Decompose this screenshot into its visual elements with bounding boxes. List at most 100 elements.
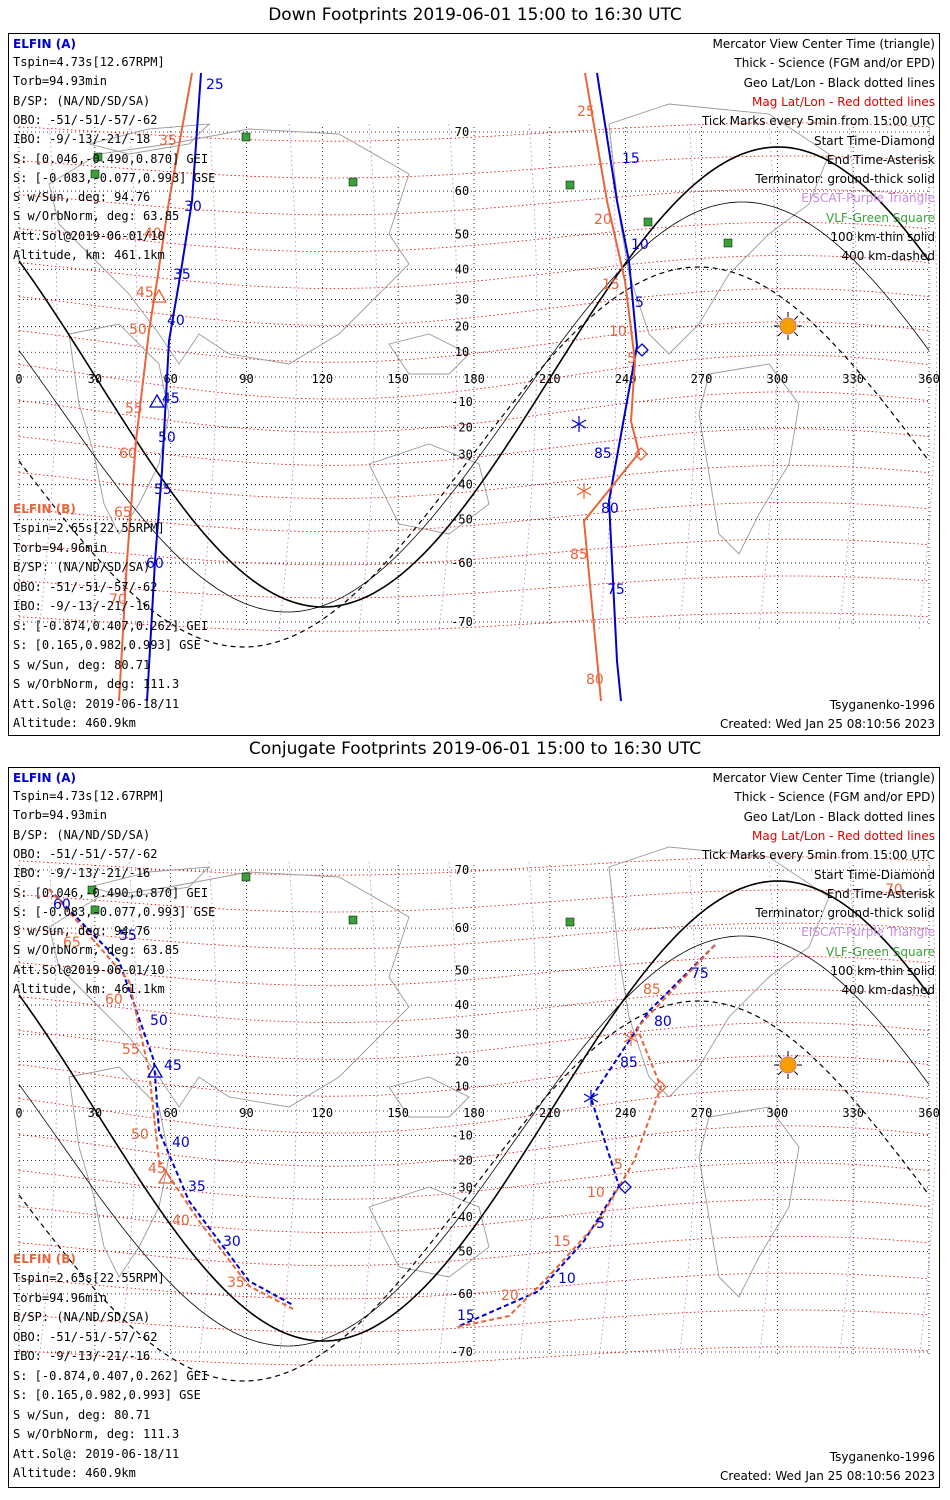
- down-map: 0 30 60 90 120 150 180 210 240 270 300 330 360706050…: [15, 72, 939, 702]
- lon-tick-label: 0: [15, 1106, 22, 1120]
- start-diamond-b: [653, 1080, 667, 1094]
- legend-line: Start Time-Diamond: [813, 867, 935, 882]
- mag-lon-line: [838, 123, 858, 631]
- mag-lat-line: [18, 1162, 930, 1200]
- lat-tick-label: -40: [451, 478, 473, 492]
- lon-tick-label: 360: [918, 1106, 939, 1120]
- elfin-b-info-line: OBO: -51/-51/-57/-62: [13, 1329, 158, 1344]
- down-title: Down Footprints 2019-06-01 15:00 to 16:3…: [268, 5, 682, 25]
- mag-lon-line: [198, 861, 218, 1361]
- mag-lon-line: [918, 861, 938, 1361]
- lon-tick-label: 240: [615, 1106, 637, 1120]
- mag-lat-line: [18, 575, 930, 599]
- sun-ray: [777, 315, 782, 320]
- end-asterisk-a: [583, 1090, 599, 1106]
- elfin-b-info-line: Tspin=2.65s[22.55RPM]: [13, 1271, 165, 1285]
- mag-lon-line: [438, 861, 458, 1361]
- coastline-shape: [608, 103, 830, 355]
- lat-tick-label: -30: [451, 1180, 473, 1194]
- elfin-b-info-line: Att.Sol@: 2019-06-18/11: [13, 1446, 180, 1461]
- lon-tick-label: 150: [387, 372, 409, 386]
- mag-lon-line: [118, 861, 138, 1361]
- lon-tick-label: 90: [239, 372, 253, 386]
- track-time-label: 60: [105, 992, 123, 1008]
- track-time-label: 45: [162, 391, 180, 407]
- lon-tick-label: 180: [463, 1106, 485, 1120]
- terminator-100km-line: [18, 935, 930, 1347]
- coastline-shape: [88, 866, 211, 898]
- lat-tick-label: -10: [451, 1128, 473, 1142]
- elfin-a-info-line: S w/Sun, deg: 94.76: [13, 190, 151, 205]
- mag-lon-line: [758, 123, 778, 631]
- lat-tick-label: 40: [455, 998, 469, 1012]
- lon-tick-label: 120: [311, 372, 333, 386]
- mag-lon-line: [518, 123, 538, 631]
- elfin-b-info-line: Torb=94.96min: [13, 1290, 107, 1305]
- lat-tick-label: -50: [451, 513, 473, 527]
- elfin-a-header: ELFIN (A): [13, 37, 76, 51]
- track-time-label: 55: [154, 482, 172, 498]
- track-time-label: 5: [635, 295, 644, 311]
- mag-lon-line: [198, 123, 218, 631]
- mag-lon-line: [38, 123, 58, 631]
- track-time-label: 25: [206, 77, 224, 93]
- coastline-shape: [368, 443, 490, 535]
- sun-ray: [777, 1071, 782, 1076]
- vlf-green-square: [90, 905, 100, 915]
- terminator-ground-line: [18, 880, 930, 1342]
- lat-tick-label: 50: [455, 964, 469, 978]
- coastline-shape: [88, 123, 211, 155]
- coastline-shape: [368, 1186, 490, 1278]
- mag-lat-line: [18, 1199, 930, 1233]
- vlf-green-square: [723, 238, 733, 248]
- vlf-green-square: [241, 132, 251, 142]
- mag-lat-line: [18, 1309, 930, 1333]
- mag-lon-line: [838, 861, 858, 1361]
- elfin-a-info-line: Tspin=4.73s[12.67RPM]: [13, 789, 165, 803]
- lon-tick-label: 360: [918, 372, 939, 386]
- sun-ray: [777, 1054, 782, 1059]
- track-time-label: 55: [119, 928, 137, 944]
- mag-lat-line: [18, 889, 930, 913]
- legend-line: Mag Lat/Lon - Red dotted lines: [751, 94, 935, 109]
- terminator-100km-line: [18, 201, 930, 613]
- mag-lon-line: [518, 861, 538, 1361]
- terminator: [18, 880, 930, 1382]
- mag-lat-line: [18, 1272, 930, 1300]
- elfin-b-info-line: Att.Sol@: 2019-06-18/11: [13, 696, 180, 711]
- elfin-b-info-line: S: [-0.874,0.407,0.262] GEI: [13, 618, 209, 633]
- mag-lon-line: [678, 861, 698, 1361]
- track-time-label: 45: [136, 285, 154, 301]
- elfin-a-info-line: S w/OrbNorm, deg: 63.85: [13, 209, 180, 224]
- vlf-green-square: [643, 217, 653, 227]
- legend-line: Mag Lat/Lon - Red dotted lines: [751, 828, 935, 843]
- track-time-label: 35: [188, 1179, 206, 1195]
- legend-line: Mercator View Center Time (triangle): [712, 771, 935, 785]
- lon-tick-label: 60: [163, 372, 177, 386]
- coastline-shape: [388, 333, 470, 375]
- track-time-label: 50: [158, 430, 176, 446]
- mag-lat-line: [18, 538, 930, 566]
- lon-tick-label: 210: [539, 372, 561, 386]
- lon-tick-label: 300: [766, 372, 788, 386]
- lat-tick-label: -10: [451, 395, 473, 409]
- legend-line: Geo Lat/Lon - Black dotted lines: [743, 809, 935, 824]
- track-time-label: 10: [558, 1271, 576, 1287]
- mag-lat-line: [18, 955, 930, 987]
- elfin-b-header: ELFIN (B): [13, 502, 76, 516]
- legend-line: 100 km-thin solid: [830, 230, 935, 244]
- elfin-b-info-line: Tspin=2.65s[22.55RPM]: [13, 521, 165, 535]
- track-time-label: 40: [172, 1135, 190, 1151]
- lat-tick-label: -30: [451, 448, 473, 462]
- track-time-label: 40: [144, 226, 162, 242]
- elfin-a-info-line: S: [-0.083,-0.077,0.993] GSE: [13, 904, 216, 919]
- lat-tick-label: 60: [455, 921, 469, 935]
- elfin-a-info-line: Altitude, km: 461.1km: [13, 982, 165, 996]
- track-time-label: 15: [622, 151, 640, 167]
- track-time-label: 75: [691, 966, 709, 982]
- elfin-a-track-east: [456, 944, 716, 1328]
- legend-line: Tick Marks every 5min from 15:00 UTC: [701, 114, 935, 129]
- lat-tick-label: 20: [455, 1055, 469, 1069]
- lon-tick-label: 30: [88, 372, 102, 386]
- track-time-label: 25: [577, 104, 595, 120]
